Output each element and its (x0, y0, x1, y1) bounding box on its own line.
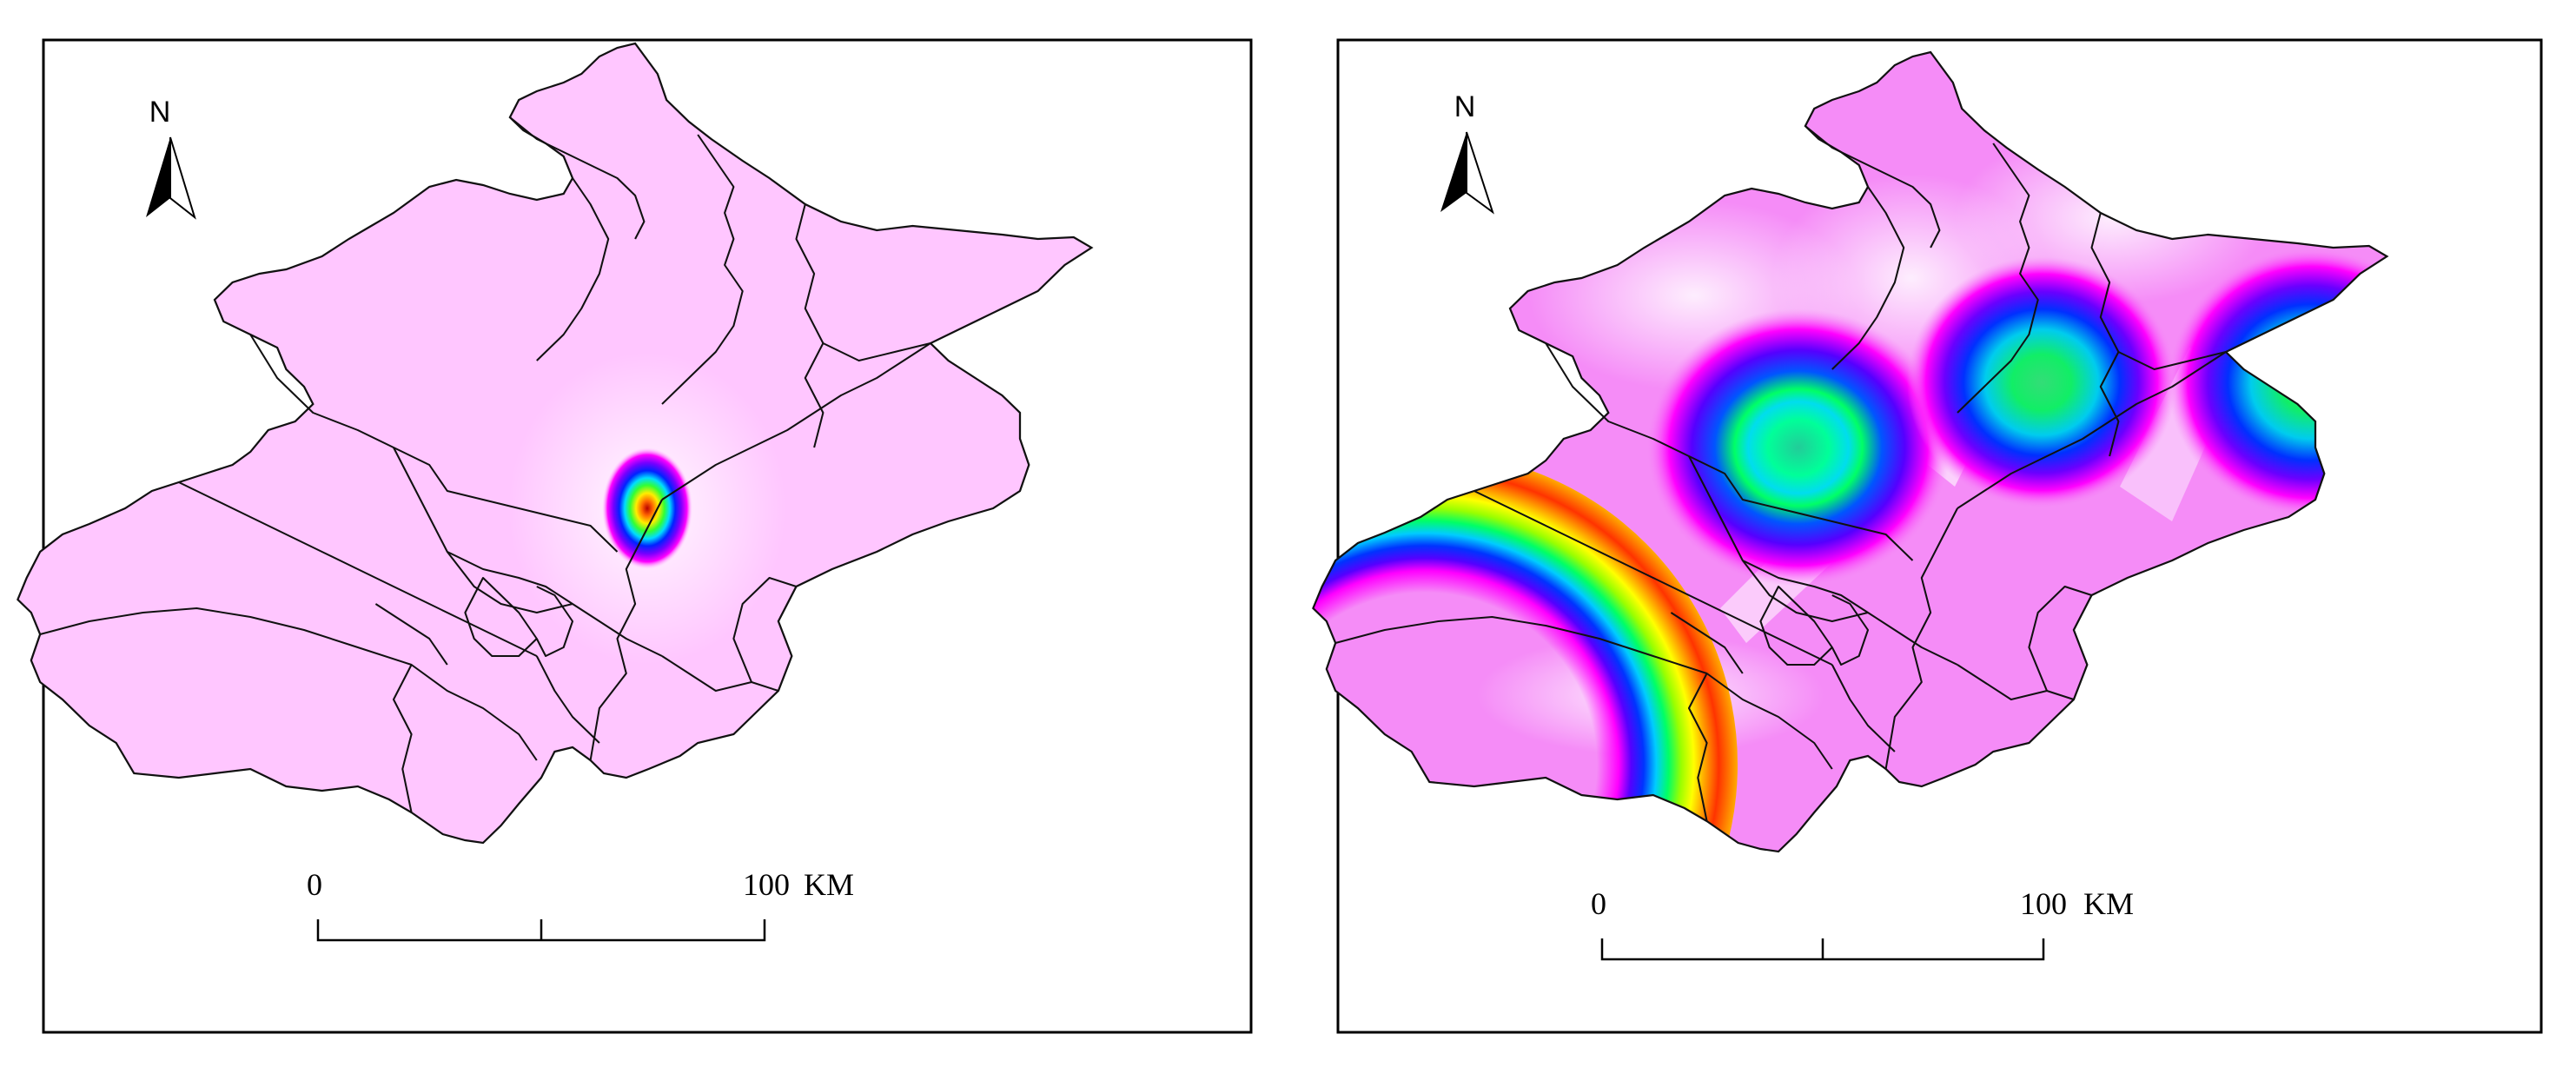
hotspot-right-edge (1313, 452, 1738, 852)
north-label-left: N (149, 96, 171, 129)
north-arrow-left: N (146, 96, 196, 220)
scale-unit-left: KM (804, 867, 854, 902)
north-arrow-icon-light (169, 136, 196, 220)
north-arrow-icon-light (1466, 131, 1494, 215)
scale-bar-right: 0 100 KM (1591, 886, 2134, 961)
hotspot-right-1 (1646, 308, 1950, 587)
north-arrow-icon (1440, 132, 1467, 212)
scale-start-right: 0 (1591, 886, 1606, 921)
scale-line-right (1600, 938, 2045, 961)
hotspot-right-2 (1907, 256, 2176, 508)
hotspot-left (602, 448, 692, 569)
scale-end-left: 100 (743, 867, 790, 902)
north-arrow-icon (146, 137, 170, 217)
scale-start-left: 0 (307, 867, 322, 902)
scale-end-right: 100 (2020, 886, 2067, 921)
map-panel-left: N 0 100 KM (17, 38, 1253, 1034)
map-panel-right: N 0 100 KM (1312, 38, 2543, 1034)
scale-unit-right: KM (2083, 886, 2134, 921)
scale-bar-left: 0 100 KM (307, 867, 854, 942)
north-label-right: N (1454, 90, 1476, 123)
north-arrow-right: N (1440, 90, 1494, 215)
scale-line-left (316, 919, 766, 942)
